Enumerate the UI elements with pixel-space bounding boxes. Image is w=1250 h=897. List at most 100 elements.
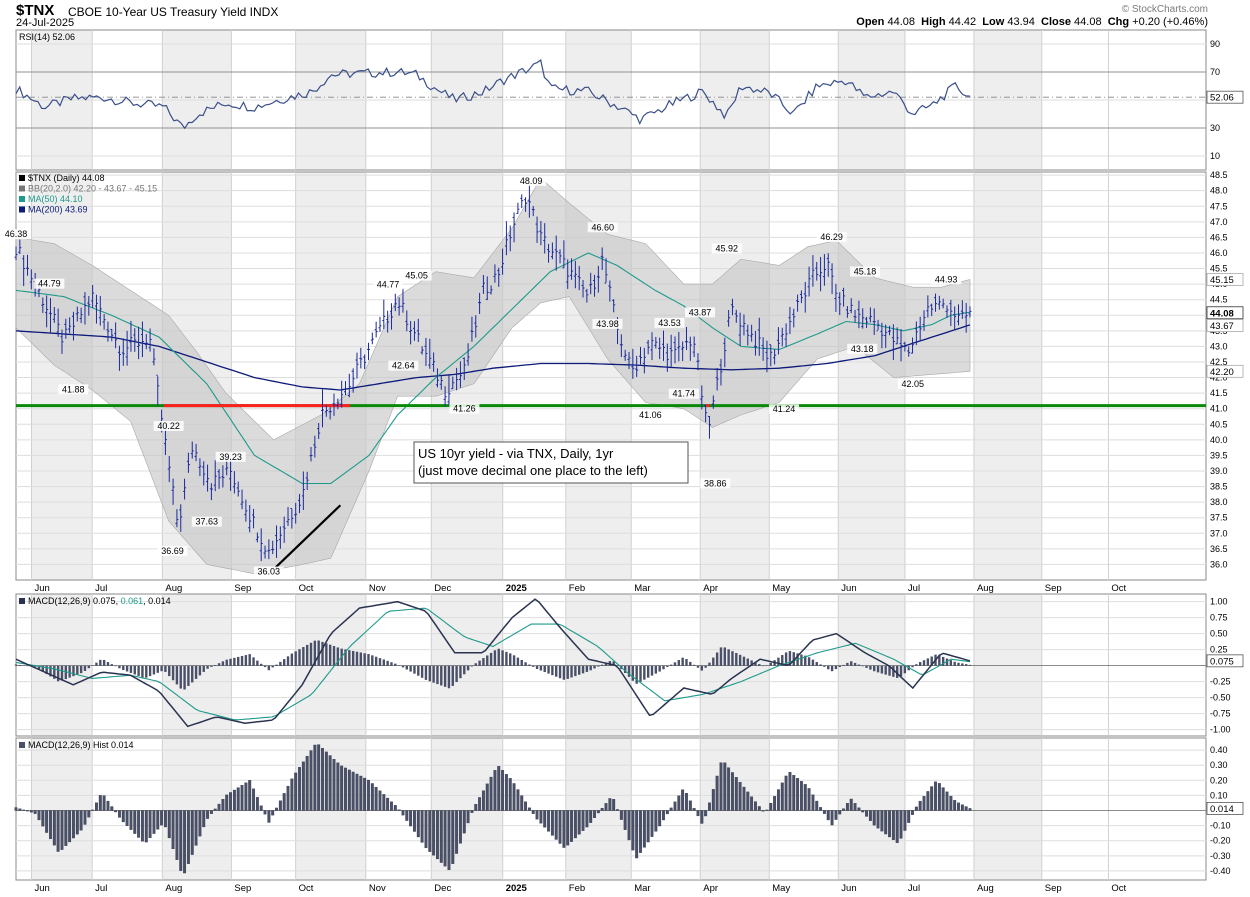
peak-label-bg xyxy=(587,222,618,233)
macd-hist-bar xyxy=(945,658,949,666)
hist-bar xyxy=(271,810,275,816)
price-month-label: Dec xyxy=(434,583,451,594)
hist-bar xyxy=(934,781,937,811)
hist-bar xyxy=(390,801,393,811)
hist-bar xyxy=(845,803,849,811)
macd-hist-bar xyxy=(37,665,41,670)
hist-bar xyxy=(370,783,374,811)
macd-hist-bar xyxy=(781,655,784,666)
macd-hist-bar xyxy=(394,663,397,666)
peak-label-bg xyxy=(592,318,623,329)
hist-bar xyxy=(688,800,692,811)
macd-hist-bar xyxy=(700,665,704,671)
hist-bar xyxy=(531,810,535,814)
hist-bar xyxy=(163,810,167,828)
hist-bar xyxy=(895,810,899,843)
macd-y-tick: -1.00 xyxy=(1210,725,1231,735)
price-y-tick: 42.5 xyxy=(1210,357,1228,367)
macd-hist-bar xyxy=(735,652,738,666)
macd-hist-bar xyxy=(669,664,673,666)
hist-month-shade xyxy=(31,738,93,880)
hist-bar xyxy=(229,792,233,811)
hist-bar xyxy=(378,790,382,811)
macd-hist-bar xyxy=(225,659,228,666)
peak-label-bg xyxy=(1,229,31,240)
macd-hist-bar xyxy=(784,652,788,666)
peak-label-bg xyxy=(847,343,878,354)
hist-bar xyxy=(52,810,56,846)
macd-hist-bar xyxy=(692,664,696,666)
hist-y-tick: 0.30 xyxy=(1210,760,1228,770)
macd-hist-bar xyxy=(742,656,746,666)
hist-bar xyxy=(612,799,616,811)
peak-label-bg xyxy=(668,388,699,399)
hist-bar xyxy=(435,810,439,860)
macd-hist-bar xyxy=(91,665,94,666)
macd-hist-bar xyxy=(168,665,171,677)
macd-hist-bar xyxy=(397,665,401,666)
bb-legend: BB(20,2.0) 42.20 - 43.67 - 45.15 xyxy=(28,184,157,194)
peak-label: 46.38 xyxy=(5,229,28,239)
macd-hist-bar xyxy=(869,665,872,670)
macd-hist-bar xyxy=(689,661,692,666)
macd-y-tick: -0.75 xyxy=(1210,709,1231,719)
peak-label-bg xyxy=(34,278,65,289)
chart-date: 24-Jul-2025 xyxy=(16,17,75,29)
hist-bar xyxy=(926,791,930,811)
ma200-legend: MA(200) 43.69 xyxy=(28,205,88,215)
hist-bar xyxy=(573,810,577,839)
macd-hist-bar xyxy=(298,649,301,666)
hist-bar xyxy=(796,778,800,811)
hist-bar xyxy=(148,810,152,839)
price-month-label: Jul xyxy=(95,583,107,594)
hist-bar xyxy=(830,810,834,826)
hist-bar xyxy=(439,810,443,863)
macd-hist-bar xyxy=(171,665,175,681)
macd-hist-bar xyxy=(466,665,470,671)
macd-hist-bar xyxy=(578,665,581,675)
macd-hist-bar xyxy=(237,656,240,666)
hist-bar xyxy=(819,807,823,811)
hist-bar xyxy=(585,810,589,828)
hist-month-label: Apr xyxy=(703,883,718,894)
hist-bar xyxy=(140,810,144,842)
macd-hist-bar xyxy=(551,665,554,676)
hist-bar xyxy=(26,810,29,812)
hist-bar xyxy=(290,778,294,811)
hist-bar xyxy=(753,801,757,811)
hist-bar xyxy=(275,807,278,811)
hist-bar xyxy=(263,810,267,815)
macd-hist-bar xyxy=(715,652,719,666)
hist-bar xyxy=(351,771,355,811)
brand-watermark: © StockCharts.com xyxy=(1121,4,1208,15)
macd-hist-bar xyxy=(723,647,726,666)
macd-hist-bar xyxy=(524,662,527,666)
rsi-line xyxy=(15,58,971,130)
hist-value-box xyxy=(1206,801,1244,815)
macd-hist-bar xyxy=(309,642,313,666)
macd-hist-bar xyxy=(681,657,684,666)
peak-label-bg xyxy=(153,420,184,431)
hist-bar xyxy=(888,810,891,838)
peak-label-bg xyxy=(253,566,284,577)
macd-hist-bar xyxy=(926,658,930,666)
macd-hist-bar xyxy=(646,665,650,678)
hist-bar xyxy=(642,810,646,848)
macd-hist-bar xyxy=(792,652,795,666)
macd-hist-bar xyxy=(279,661,282,666)
macd-hist-bar xyxy=(378,658,382,666)
hist-bar xyxy=(589,810,593,823)
hist-bar xyxy=(930,786,934,811)
price-month-label: Apr xyxy=(703,583,718,594)
macd-hist-bar xyxy=(344,649,347,666)
macd-hist-bar xyxy=(325,643,328,666)
peak-label-bg xyxy=(58,384,89,395)
macd-signal-line xyxy=(15,607,971,721)
peak-label: 41.26 xyxy=(453,404,476,414)
macd-legend-part: 0.061 xyxy=(121,596,144,606)
hist-bar xyxy=(451,810,455,864)
hist-bar xyxy=(33,810,37,814)
macd-hist-bar xyxy=(505,651,508,666)
macd-hist-bar xyxy=(455,665,458,683)
macd-hist-bar xyxy=(191,665,194,683)
